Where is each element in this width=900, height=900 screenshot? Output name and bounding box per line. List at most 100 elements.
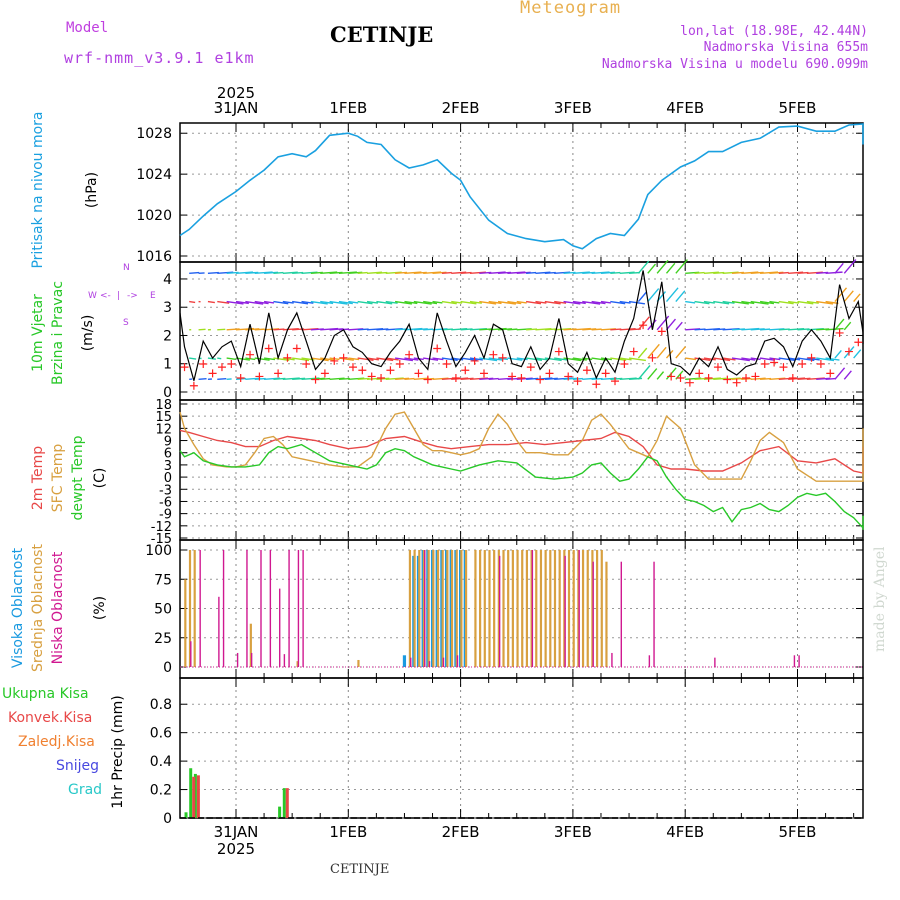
wind-arrow	[816, 300, 834, 305]
precip-legend-item: Grad	[68, 782, 102, 798]
wind-arrow	[226, 357, 236, 361]
wind-arrow	[665, 287, 679, 303]
wind-arrow	[797, 300, 814, 305]
mid-cloud-bar	[479, 550, 482, 667]
mid-cloud-bar	[446, 550, 449, 667]
wind-arrow	[535, 357, 548, 361]
wind-arrow	[843, 259, 857, 274]
wind-gust-mark	[264, 344, 273, 353]
low-cloud-bar	[578, 550, 580, 667]
temp-2m-line	[179, 429, 864, 474]
wind-arrow	[694, 300, 710, 305]
wind-arrow	[703, 357, 716, 361]
wind-arrow	[591, 300, 606, 305]
wind-gust-mark	[695, 369, 704, 378]
mid-cloud-bar	[460, 550, 463, 667]
wind-arrow	[207, 271, 219, 275]
wind-arrow	[600, 300, 611, 304]
wind-arrow	[385, 300, 398, 304]
wind-arrow	[460, 271, 472, 275]
mid-cloud-bar	[544, 550, 547, 667]
wind-arrow	[217, 328, 226, 331]
wind-arrow	[217, 300, 230, 304]
wind-gust-mark	[348, 363, 357, 372]
bottom-year-label: 2025	[217, 840, 255, 858]
top-day-label: 3FEB	[554, 99, 592, 117]
wind-arrow	[825, 300, 839, 305]
precip-total-bar	[278, 806, 282, 818]
wind-arrow	[488, 300, 502, 305]
wind-axis-subtitle: Brzina i Pravac	[50, 281, 66, 385]
wind-arrow	[778, 328, 790, 331]
wind-arrow	[273, 357, 290, 362]
dir-north: N	[123, 263, 130, 273]
wind-arrow	[647, 343, 660, 359]
wind-gust-mark	[526, 363, 535, 372]
y-tick-label: -6	[159, 495, 172, 510]
wind-arrow	[357, 271, 368, 275]
dewpt-line	[179, 443, 864, 530]
high-cloud-axis-title: Visoka Oblacnost	[10, 547, 26, 668]
wind-gust-mark	[798, 360, 807, 369]
wind-gust-mark	[760, 360, 769, 369]
precip-conv-bar	[192, 776, 196, 818]
wind-arrow	[591, 377, 603, 380]
wind-gust-mark	[685, 378, 694, 387]
wind-arrow	[404, 357, 419, 361]
wind-arrow	[637, 291, 647, 303]
mid-cloud-axis-title: Srednja Oblacnost	[30, 544, 46, 672]
model-name: wrf-nmm_v3.9.1 e1km	[64, 49, 255, 67]
wind-arrow	[526, 328, 538, 331]
y-tick-label: -12	[151, 520, 172, 535]
wind-arrow	[703, 300, 715, 304]
wind-arrow	[385, 357, 399, 361]
mid-cloud-bar	[586, 550, 589, 667]
credit: made by Angel	[872, 546, 888, 653]
wind-arrow	[469, 300, 482, 304]
wind-arrow	[731, 300, 749, 305]
wind-arrow	[665, 318, 677, 331]
wind-arrow	[282, 300, 294, 304]
mid-cloud-bar	[558, 550, 561, 667]
wind-arrow	[637, 260, 650, 274]
wind-gust-mark	[564, 372, 573, 381]
wind-arrow	[554, 300, 567, 304]
wind-arrow	[843, 370, 852, 380]
wind-gust-mark	[395, 360, 404, 369]
coordinates: lon,lat (18.98E, 42.44N)	[680, 24, 868, 39]
wind-arrow	[348, 357, 360, 361]
wind-arrow	[675, 290, 686, 303]
mid-cloud-bar	[577, 550, 580, 667]
mid-cloud-bar	[193, 550, 196, 667]
low-cloud-bar	[190, 641, 192, 667]
wind-arrow	[759, 357, 776, 361]
mid-cloud-bar	[474, 550, 477, 667]
y-tick-label: 0.2	[150, 783, 172, 799]
mid-cloud-bar	[432, 550, 435, 667]
wind-gust-mark	[367, 372, 376, 381]
mid-cloud-bar	[497, 550, 500, 667]
wind-arrow	[404, 300, 418, 305]
mid-cloud-bar	[530, 550, 533, 667]
wind-gust-mark	[854, 338, 863, 347]
high-cloud-bar	[402, 655, 407, 667]
low-cloud-bar	[592, 561, 594, 667]
panel-frame	[179, 677, 864, 819]
wind-arrow	[189, 271, 200, 275]
wind-arrow	[675, 321, 683, 331]
wind-arrow	[310, 357, 329, 362]
wind-gust-mark	[620, 360, 629, 369]
wind-arrow	[713, 300, 730, 305]
wind-arrow	[769, 300, 780, 304]
wind-gust-mark	[283, 353, 292, 362]
y-tick-label: 9	[164, 435, 172, 450]
wind-arrow	[637, 316, 650, 331]
mid-cloud-bar	[525, 550, 529, 667]
wind-gust-mark	[358, 366, 367, 375]
wind-gust-mark	[770, 358, 779, 367]
wind-gust-mark	[545, 369, 554, 378]
temp-axis-title: 2m Temp	[30, 446, 46, 510]
wind-gust-mark	[199, 360, 208, 369]
wind-arrow	[329, 300, 348, 305]
